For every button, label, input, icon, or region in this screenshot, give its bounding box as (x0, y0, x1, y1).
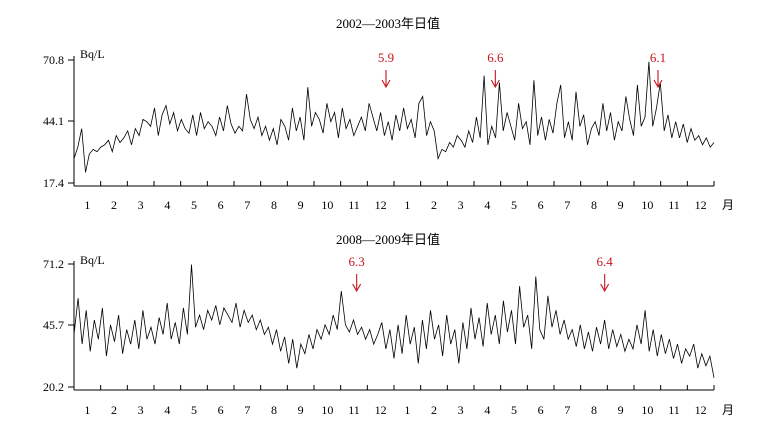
x-tick-label: 11 (348, 198, 360, 212)
x-tick-label: 5 (511, 403, 517, 417)
x-tick-label: 5 (191, 403, 197, 417)
x-tick-label: 2 (111, 403, 117, 417)
x-tick-label: 12 (695, 198, 707, 212)
earthquake-annotation: 6.1 (650, 50, 666, 89)
x-tick-label: 6 (218, 198, 224, 212)
earthquake-annotation: 5.9 (378, 50, 394, 89)
x-tick-label: 1 (84, 198, 90, 212)
x-tick-label: 5 (191, 198, 197, 212)
x-tick-label: 7 (564, 403, 570, 417)
chart-title: 2008—2009年日值 (336, 232, 440, 247)
x-tick-label: 4 (484, 198, 490, 212)
x-tick-label: 11 (668, 403, 680, 417)
x-tick-label: 2 (431, 403, 437, 417)
x-tick-label: 3 (458, 198, 464, 212)
annotation-layer: 6.3 6.4 (349, 254, 614, 293)
x-tick-label: 8 (591, 403, 597, 417)
x-tick-label: 1 (404, 403, 410, 417)
x-tick-label: 1 (84, 403, 90, 417)
x-tick-label: 7 (244, 198, 250, 212)
x-tick-label: 12 (375, 403, 387, 417)
x-tick-label: 9 (618, 403, 624, 417)
earthquake-annotation: 6.4 (597, 254, 614, 293)
y-tick-label-top: 70.8 (43, 53, 64, 67)
y-tick-label-mid: 44.1 (43, 114, 64, 128)
annotation-arrowhead (490, 79, 500, 89)
y-tick-label-top: 71.2 (43, 257, 64, 271)
series-line-layer (73, 264, 715, 378)
x-tick-label: 8 (271, 403, 277, 417)
x-tick-label: 10 (641, 403, 653, 417)
x-tick-label: 3 (138, 198, 144, 212)
annotation-label: 6.6 (487, 50, 504, 65)
x-tick-label: 6 (218, 403, 224, 417)
annotation-arrowhead (381, 79, 391, 89)
y-unit-label: Bq/L (80, 253, 105, 267)
x-tick-label: 3 (458, 403, 464, 417)
x-tick-label: 7 (564, 198, 570, 212)
annotation-label: 6.4 (597, 254, 614, 269)
annotation-label: 6.3 (349, 254, 365, 269)
x-tick-label: 3 (138, 403, 144, 417)
x-tick-label: 10 (321, 403, 333, 417)
x-tick-label: 10 (321, 198, 333, 212)
x-tick-label: 9 (618, 198, 624, 212)
annotation-arrowhead (352, 283, 362, 293)
annotation-arrowhead (600, 283, 610, 293)
x-axis-ticks: 1 2 3 4 5 6 7 8 9 10 11 12 1 2 3 4 5 6 7 8 9 10 11 12 (73, 181, 715, 212)
y-tick-label-bottom: 20.2 (43, 380, 64, 394)
x-tick-label: 4 (164, 403, 170, 417)
x-tick-label: 8 (591, 198, 597, 212)
y-tick-label-mid: 45.7 (43, 318, 64, 332)
y-tick-label-bottom: 17.4 (43, 176, 64, 190)
y-unit-label: Bq/L (80, 47, 105, 61)
annotation-label: 6.1 (650, 50, 666, 65)
earthquake-annotation: 6.3 (349, 254, 365, 293)
x-tick-label: 7 (244, 403, 250, 417)
x-tick-label: 12 (375, 198, 387, 212)
series-line (73, 61, 715, 173)
x-tick-label: 6 (538, 198, 544, 212)
earthquake-annotation: 6.6 (487, 50, 504, 89)
x-axis-unit-label: 月 (722, 403, 734, 417)
x-tick-label: 2 (431, 198, 437, 212)
x-tick-label: 1 (404, 198, 410, 212)
x-tick-label: 4 (164, 198, 170, 212)
x-tick-label: 9 (298, 198, 304, 212)
x-tick-label: 2 (111, 198, 117, 212)
x-tick-label: 11 (668, 198, 680, 212)
series-line-layer (73, 61, 715, 173)
annotation-label: 5.9 (378, 50, 394, 65)
x-tick-label: 8 (271, 198, 277, 212)
annotation-layer: 5.9 6.6 6.1 (378, 50, 666, 89)
x-tick-label: 12 (695, 403, 707, 417)
x-tick-label: 9 (298, 403, 304, 417)
chart-title: 2002—2003年日值 (336, 16, 440, 31)
x-axis-ticks: 1 2 3 4 5 6 7 8 9 10 11 12 1 2 3 4 5 6 7 8 9 10 11 12 (73, 385, 715, 417)
x-axis-unit-label: 月 (722, 198, 734, 212)
series-line (73, 264, 715, 378)
x-tick-label: 4 (484, 403, 490, 417)
x-tick-label: 10 (641, 198, 653, 212)
x-tick-label: 11 (348, 403, 360, 417)
x-tick-label: 6 (538, 403, 544, 417)
x-tick-label: 5 (511, 198, 517, 212)
annotation-arrowhead (653, 79, 663, 89)
